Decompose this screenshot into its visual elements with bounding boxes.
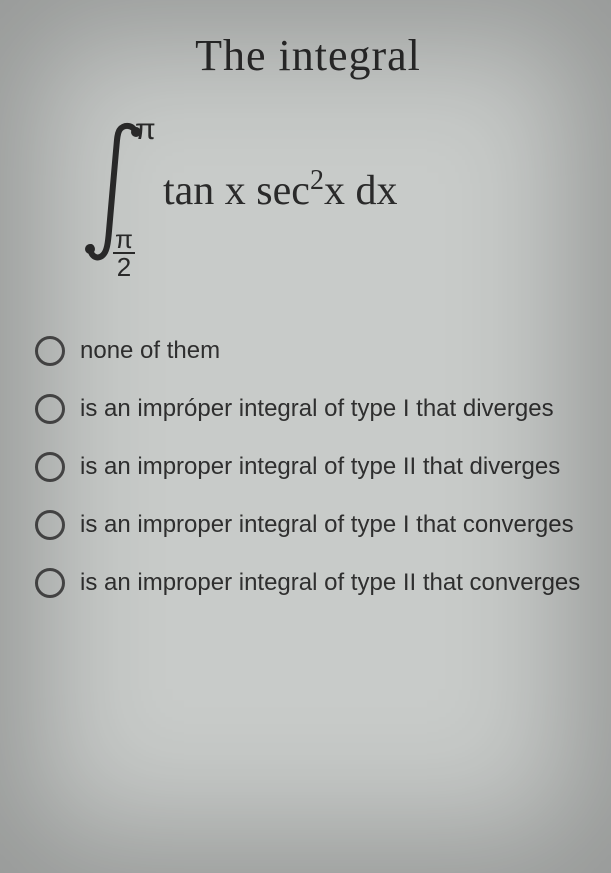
option-text: is an improper integral of type I that c…: [80, 510, 574, 540]
radio-icon[interactable]: [35, 452, 65, 482]
lower-limit-denominator: 2: [113, 254, 135, 279]
option-1[interactable]: none of them: [35, 336, 581, 366]
option-5[interactable]: is an improper integral of type II that …: [35, 568, 581, 598]
radio-icon[interactable]: [35, 394, 65, 424]
radio-icon[interactable]: [35, 510, 65, 540]
option-text: is an impróper integral of type I that d…: [80, 394, 554, 424]
radio-icon[interactable]: [35, 568, 65, 598]
integral-sign: π π 2: [85, 121, 155, 261]
lower-limit: π 2: [113, 228, 135, 279]
lower-limit-numerator: π: [113, 228, 135, 253]
options-list: none of them is an impróper integral of …: [35, 336, 581, 598]
option-text: is an improper integral of type II that …: [80, 568, 580, 598]
option-3[interactable]: is an improper integral of type II that …: [35, 452, 581, 482]
option-text: none of them: [80, 336, 220, 366]
integral-expression: π π 2 tan x sec2x dx: [85, 116, 581, 266]
option-2[interactable]: is an impróper integral of type I that d…: [35, 394, 581, 424]
radio-icon[interactable]: [35, 336, 65, 366]
question-title: The integral: [35, 30, 581, 81]
option-text: is an improper integral of type II that …: [80, 452, 560, 482]
option-4[interactable]: is an improper integral of type I that c…: [35, 510, 581, 540]
integrand: tan x sec2x dx: [163, 167, 397, 215]
upper-limit: π: [135, 113, 156, 147]
